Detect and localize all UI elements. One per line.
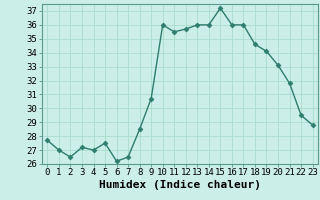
X-axis label: Humidex (Indice chaleur): Humidex (Indice chaleur) (99, 180, 261, 190)
